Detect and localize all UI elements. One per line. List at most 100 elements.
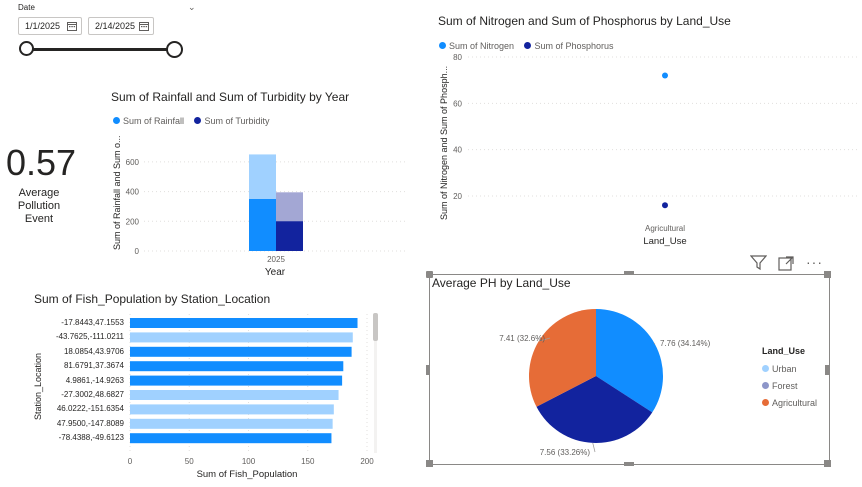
y-tick-label: 200 <box>126 217 140 226</box>
chart-title: Sum of Fish_Population by Station_Locati… <box>34 292 271 306</box>
y-axis-label: Sum of Rainfall and Sum o... <box>112 135 122 250</box>
end-date-input[interactable]: 2/14/2025 <box>88 17 154 35</box>
bar <box>130 346 352 357</box>
legend-item-nitrogen[interactable]: Sum of Nitrogen <box>439 41 514 51</box>
pie-plot: 7.76 (34.14%) 7.56 (33.26%) 7.41 (32.6%) <box>499 309 711 457</box>
chevron-down-icon[interactable]: ⌄ <box>188 2 196 12</box>
legend-item-turbidity[interactable]: Sum of Turbidity <box>194 115 270 126</box>
start-date-value: 1/1/2025 <box>25 21 61 31</box>
chart-legend: Sum of Rainfall Sum of Turbidity <box>113 111 276 129</box>
category-label: -17.8443,47.1553 <box>61 318 124 327</box>
x-tick-label: 100 <box>242 457 256 466</box>
y-tick-label: 80 <box>453 53 462 62</box>
bar <box>130 418 333 429</box>
chart-title: Sum of Nitrogen and Sum of Phosphorus by… <box>438 14 731 28</box>
y-axis-label: Sum of Nitrogen and Sum of Phosph... <box>439 66 449 220</box>
kpi-value: 0.57 <box>6 142 77 183</box>
start-date-input[interactable]: 1/1/2025 <box>18 17 82 35</box>
legend-title: Land_Use <box>762 346 806 356</box>
legend-dot <box>439 42 446 49</box>
resize-handle[interactable] <box>426 271 433 278</box>
rainfall-plot: Sum of Rainfall and Sum o... Year 0 200 40… <box>112 135 406 278</box>
bar <box>130 332 353 343</box>
leader-line <box>538 337 551 342</box>
slider-end-handle[interactable] <box>166 41 183 58</box>
x-tick-label: Agricultural <box>645 224 685 233</box>
pie-slice-agricultural <box>529 309 596 407</box>
resize-handle[interactable] <box>624 462 634 466</box>
bar <box>130 404 334 415</box>
x-tick-label: 0 <box>128 457 133 466</box>
bar-highlight-sum-of-turbidity <box>276 221 303 251</box>
resize-handle[interactable] <box>825 365 829 375</box>
y-tick-label: 60 <box>453 99 462 108</box>
y-axis-label: Station_Location <box>33 353 43 420</box>
category-label: 47.9500,-147.8089 <box>56 418 124 428</box>
legend-dot <box>194 117 202 124</box>
leader-line <box>653 342 656 345</box>
x-tick-label: 50 <box>185 457 194 466</box>
legend-dot <box>762 382 769 389</box>
pie-legend: Urban Forest Agricultural <box>762 360 817 411</box>
legend-label: Sum of Phosphorus <box>534 40 614 51</box>
legend-item-forest[interactable]: Forest <box>762 377 817 394</box>
category-label: -78.4388,-49.6123 <box>58 433 124 443</box>
bar <box>130 361 344 372</box>
filter-icon[interactable] <box>750 255 767 271</box>
y-tick-label: 40 <box>453 146 462 155</box>
focus-mode-icon[interactable] <box>778 256 794 271</box>
legend-dot <box>113 117 120 124</box>
legend-item-agricultural[interactable]: Agricultural <box>762 394 817 411</box>
resize-handle[interactable] <box>624 271 634 275</box>
chart-title: Sum of Rainfall and Sum of Turbidity by … <box>111 90 350 104</box>
category-label: 81.6791,37.3674 <box>63 361 124 371</box>
bar <box>130 318 358 328</box>
legend-label: Agricultural <box>772 397 818 408</box>
chart-legend: Sum of Nitrogen Sum of Phosphorus <box>439 36 620 54</box>
end-date-value: 2/14/2025 <box>95 21 136 31</box>
x-axis-label: Land_Use <box>643 236 686 247</box>
more-options-icon[interactable]: ··· <box>806 254 823 270</box>
calendar-icon[interactable] <box>139 21 149 31</box>
fish-plot: Station_Location Sum of Fish_Population … <box>33 314 374 480</box>
bar <box>130 433 332 444</box>
legend-item-urban[interactable]: Urban <box>762 360 817 377</box>
scrollbar-track[interactable] <box>374 341 377 453</box>
legend-item-phosphorus[interactable]: Sum of Phosphorus <box>524 40 614 51</box>
bar-highlight-sum-of-rainfall <box>249 199 276 251</box>
bar <box>130 390 339 400</box>
scrollbar-thumb[interactable] <box>373 313 378 341</box>
legend-dot <box>762 365 769 372</box>
category-label: -27.3002,48.6827 <box>61 390 124 399</box>
y-tick-label: 400 <box>126 188 140 197</box>
slider-track[interactable] <box>28 48 176 51</box>
legend-label: Sum of Nitrogen <box>449 40 515 51</box>
category-label: 4.9861,-14.9263 <box>65 375 124 385</box>
resize-handle[interactable] <box>824 460 831 467</box>
pie-slice-forest <box>536 376 653 443</box>
legend-label: Sum of Rainfall <box>123 115 185 126</box>
slicer-label: Date <box>18 3 35 12</box>
category-label: -43.7625,-111.0211 <box>55 332 124 342</box>
x-tick-label: 150 <box>301 457 315 466</box>
legend-label: Forest <box>772 380 798 391</box>
legend-item-rainfall[interactable]: Sum of Rainfall <box>113 116 184 126</box>
legend-label: Sum of Turbidity <box>204 115 270 126</box>
category-label: 18.0854,43.9706 <box>63 346 124 356</box>
resize-handle[interactable] <box>426 460 433 467</box>
x-tick-label: 2025 <box>267 255 285 264</box>
y-tick-label: 20 <box>453 192 462 201</box>
kpi-label-line2: Event <box>24 213 54 225</box>
data-label: 7.41 (32.6%) <box>499 334 545 343</box>
x-tick-label: 200 <box>360 457 374 466</box>
resize-handle[interactable] <box>824 271 831 278</box>
leader-line <box>592 442 596 453</box>
legend-dot <box>524 42 532 49</box>
x-axis-label: Year <box>265 267 286 278</box>
resize-handle[interactable] <box>426 365 430 375</box>
category-label: 46.0222,-151.6354 <box>56 404 124 414</box>
y-tick-label: 600 <box>126 158 140 167</box>
slider-start-handle[interactable] <box>19 41 34 56</box>
point-sum-of-phosphorus <box>662 202 668 209</box>
calendar-icon[interactable] <box>67 21 77 31</box>
